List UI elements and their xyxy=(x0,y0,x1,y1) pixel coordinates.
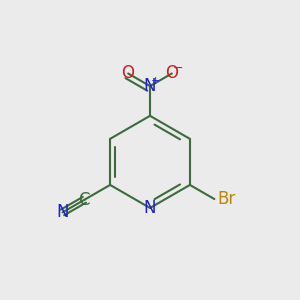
Text: −: − xyxy=(173,61,184,75)
Text: C: C xyxy=(79,191,90,209)
Text: O: O xyxy=(165,64,178,82)
Text: O: O xyxy=(122,64,135,82)
Text: +: + xyxy=(151,76,160,86)
Text: N: N xyxy=(144,77,156,95)
Text: N: N xyxy=(144,199,156,217)
Text: Br: Br xyxy=(217,190,236,208)
Text: N: N xyxy=(56,203,69,221)
